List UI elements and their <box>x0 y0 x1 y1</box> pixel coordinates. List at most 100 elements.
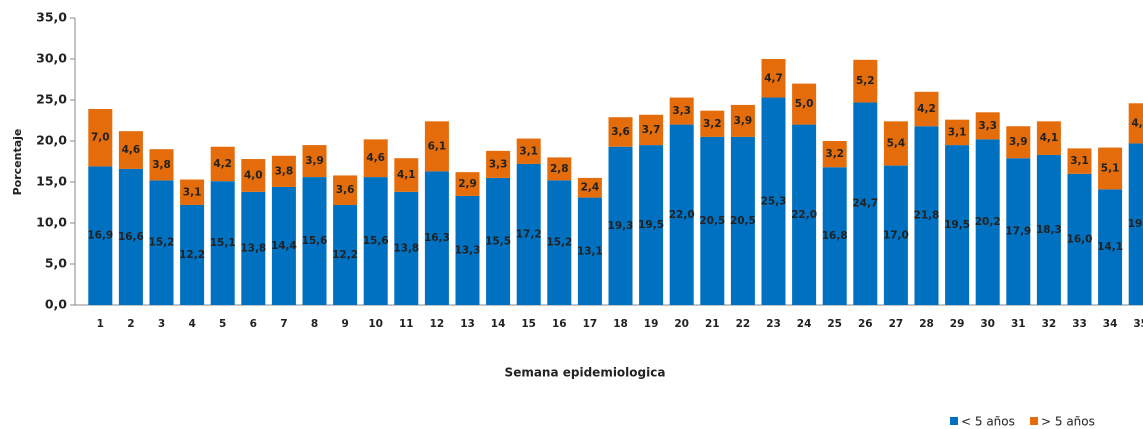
x-tick-label: 3 <box>158 318 165 330</box>
x-tick-label: 11 <box>399 318 414 330</box>
bar-segment <box>792 83 817 125</box>
x-tick-label: 23 <box>766 318 781 330</box>
data-label: 20,5 <box>730 215 756 227</box>
data-label: 22,0 <box>669 209 695 221</box>
bar-segment <box>210 146 235 182</box>
bar-segment <box>149 180 174 305</box>
data-label: 16,6 <box>118 231 144 243</box>
x-tick-label: 10 <box>368 318 383 330</box>
x-tick-label: 33 <box>1072 318 1087 330</box>
bar-segment <box>639 114 664 146</box>
bar-segment <box>1128 103 1143 144</box>
bar-segment <box>700 110 725 137</box>
bar-segment <box>1036 154 1061 305</box>
data-label: 4,0 <box>244 169 263 181</box>
bar-segment <box>822 167 847 305</box>
bar-segment <box>945 119 970 146</box>
bar-segment <box>486 177 511 305</box>
data-label: 19,5 <box>944 219 970 231</box>
bar-segment <box>669 124 694 305</box>
bar-segment <box>822 141 847 168</box>
bar-segment <box>424 171 449 305</box>
data-label: 16,0 <box>1067 233 1093 245</box>
bar-segment <box>394 191 419 305</box>
bar-segment <box>883 165 908 305</box>
data-label: 13,8 <box>240 242 266 254</box>
x-tick-label: 2 <box>127 318 134 330</box>
bar-segment <box>88 109 113 167</box>
bar-segment <box>1098 189 1123 305</box>
data-label: 3,9 <box>305 155 324 167</box>
data-label: 19,3 <box>608 220 634 232</box>
bar-segment <box>424 121 449 172</box>
x-tick-label: 31 <box>1011 318 1026 330</box>
x-tick-label: 34 <box>1103 318 1118 330</box>
data-label: 12,2 <box>332 249 358 261</box>
y-tick-label: 20,0 <box>36 133 67 148</box>
x-axis-label: Semana epidemiologica <box>505 366 666 380</box>
y-tick-label: 10,0 <box>36 215 67 230</box>
data-label: 4,1 <box>397 169 416 181</box>
bar-segment <box>1006 158 1031 305</box>
bar-segment <box>761 97 786 305</box>
data-label: 3,8 <box>275 165 294 177</box>
y-tick-label: 30,0 <box>36 51 67 66</box>
x-tick-label: 5 <box>219 318 226 330</box>
data-label: 5,0 <box>795 98 814 110</box>
bar-segment <box>1128 143 1143 305</box>
x-tick-label: 1 <box>97 318 104 330</box>
bar-segment <box>271 155 296 187</box>
bar-segment <box>486 150 511 178</box>
x-tick-label: 26 <box>858 318 873 330</box>
data-label: 2,4 <box>581 182 600 194</box>
data-label: 18,3 <box>1036 224 1062 236</box>
bar-segment <box>180 179 205 205</box>
data-label: 20,2 <box>975 216 1001 228</box>
x-tick-label: 27 <box>889 318 904 330</box>
data-label: 12,2 <box>179 249 205 261</box>
data-label: 15,2 <box>546 237 572 249</box>
data-label: 4,7 <box>764 72 783 84</box>
bar-segment <box>516 163 541 305</box>
data-label: 15,6 <box>363 235 389 247</box>
x-tick-label: 21 <box>705 318 720 330</box>
x-tick-label: 35 <box>1133 318 1143 330</box>
data-label: 3,3 <box>672 105 691 117</box>
bar-segment <box>700 136 725 305</box>
bar-segment <box>577 177 602 198</box>
data-label: 3,7 <box>642 124 661 136</box>
data-label: 2,8 <box>550 163 569 175</box>
legend-label: < 5 años <box>961 415 1015 429</box>
bar-segment <box>792 124 817 305</box>
bar-segment <box>975 139 1000 305</box>
bar-segment <box>975 112 1000 140</box>
data-label: 4,1 <box>1040 132 1059 144</box>
data-label: 3,6 <box>611 126 630 138</box>
bar-segment <box>455 195 480 305</box>
bar-segment <box>394 158 419 192</box>
x-tick-label: 28 <box>919 318 934 330</box>
data-label: 4,2 <box>917 103 936 115</box>
bar-segment <box>608 146 633 305</box>
data-label: 3,9 <box>734 115 753 127</box>
bar-segment <box>516 138 541 164</box>
bar-segment <box>914 91 939 127</box>
data-label: 15,2 <box>149 237 175 249</box>
data-label: 4,6 <box>366 152 385 164</box>
data-label: 4,9 <box>1131 117 1143 129</box>
data-label: 3,1 <box>519 145 538 157</box>
bar-segment <box>945 145 970 305</box>
bar-segment <box>1006 126 1031 159</box>
bar-segment <box>118 168 143 305</box>
legend-swatch <box>1030 417 1038 425</box>
data-label: 16,8 <box>822 230 848 242</box>
y-tick-label: 25,0 <box>36 92 67 107</box>
data-label: 16,9 <box>87 230 113 242</box>
bar-segment <box>88 166 113 305</box>
bar-segment <box>1067 148 1092 174</box>
bar-segment <box>1098 147 1123 190</box>
data-label: 15,5 <box>485 235 511 247</box>
bar-segment <box>302 177 327 305</box>
data-label: 3,9 <box>1009 136 1028 148</box>
